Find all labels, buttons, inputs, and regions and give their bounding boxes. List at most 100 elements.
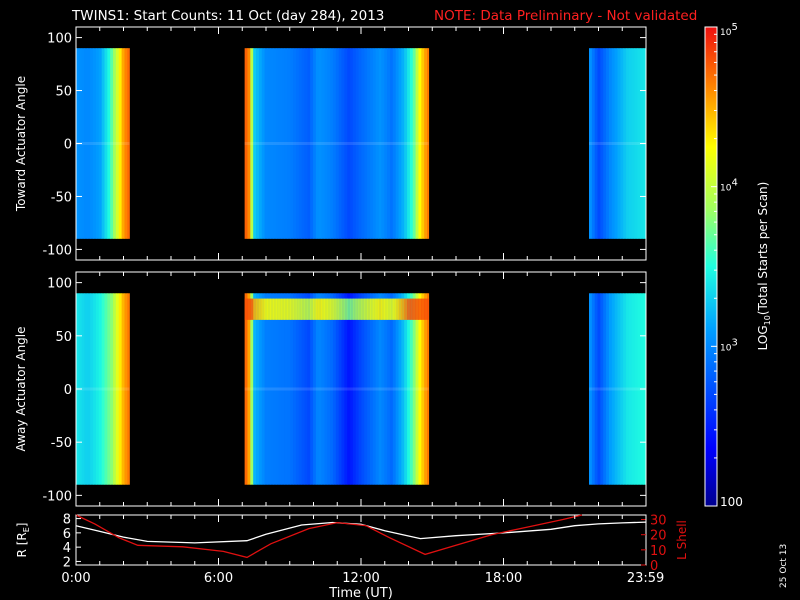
- heatmap-enhanced-band: [384, 298, 388, 320]
- heatmap-column: [427, 293, 430, 485]
- heatmap-column: [98, 293, 103, 485]
- heatmap-enhanced-band: [315, 298, 320, 320]
- heatmap-enhanced-band: [418, 298, 422, 320]
- heatmap-enhanced-band: [250, 298, 254, 320]
- heatmap-column: [637, 48, 641, 239]
- heatmap-enhanced-band: [258, 298, 263, 320]
- heatmap-enhanced-band: [344, 298, 348, 320]
- heatmap-column: [90, 48, 94, 239]
- heatmap-enhanced-band: [295, 298, 300, 320]
- heatmap-column: [93, 293, 97, 485]
- y-tick-label: 100: [47, 32, 72, 47]
- heatmap-column: [626, 48, 630, 239]
- heatmap-enhanced-band: [261, 298, 265, 320]
- heatmap-column: [344, 48, 348, 239]
- heatmap-column: [378, 293, 382, 485]
- heatmap-column: [267, 293, 271, 485]
- date-stamp: 25 Oct 13: [779, 544, 789, 588]
- orbit-x-axis: 0:00 6:00 12:00 18:00 23:59: [61, 515, 664, 586]
- heatmap-enhanced-band: [256, 298, 260, 320]
- heatmap-column: [401, 293, 405, 485]
- heatmap-column: [355, 48, 360, 239]
- toward-y-axis: 100 50 0 -50 -100: [42, 32, 646, 258]
- time-axis-label: Time (UT): [328, 586, 393, 600]
- right-tick-label: 10: [650, 544, 667, 559]
- y-tick-label: -100: [42, 243, 72, 258]
- away-y-axis: 100 50 0 -50 -100: [42, 277, 646, 504]
- heatmap-column: [370, 48, 374, 239]
- heatmap-column: [398, 293, 402, 485]
- heatmap-enhanced-band: [278, 298, 283, 320]
- right-tick-label: 20: [650, 529, 667, 544]
- heatmap-column: [104, 48, 108, 239]
- heatmap-enhanced-band: [367, 298, 371, 320]
- colorbar-tick-label: 100: [720, 495, 743, 509]
- heatmap-column: [395, 293, 399, 485]
- heatmap-column: [381, 48, 385, 239]
- heatmap-column: [424, 293, 428, 485]
- y-tick-label: -100: [42, 489, 72, 504]
- heatmap-column: [98, 48, 103, 239]
- heatmap-zero-angle-strip: [244, 142, 429, 145]
- heatmap-column: [107, 293, 111, 485]
- heatmap-column: [589, 48, 593, 239]
- heatmap-enhanced-band: [253, 298, 257, 320]
- time-tick-label: 12:00: [342, 571, 379, 586]
- heatmap-column: [313, 48, 317, 239]
- heatmap-column: [244, 48, 248, 239]
- orbit-left-y-label: R [RE]: [15, 523, 31, 558]
- heatmap-enhanced-band: [281, 298, 285, 320]
- away-x-ticks: [75, 272, 647, 506]
- heatmap-enhanced-band: [372, 298, 377, 320]
- heatmap-column: [310, 293, 314, 485]
- heatmap-column: [637, 293, 641, 485]
- heatmap-column: [310, 48, 314, 239]
- y-tick-label: 50: [55, 85, 72, 100]
- time-tick-label: 18:00: [485, 571, 522, 586]
- heatmap-column: [84, 293, 88, 485]
- heatmap-column: [244, 293, 248, 485]
- heatmap-enhanced-band: [347, 298, 351, 320]
- heatmap-column: [600, 293, 604, 485]
- heatmap-column: [364, 48, 368, 239]
- colorbar-ticks: 105 104 103 100: [711, 22, 743, 509]
- y-tick-label: 100: [47, 277, 72, 292]
- heatmap-enhanced-band: [301, 298, 305, 320]
- away-y-label: Away Actuator Angle: [14, 326, 28, 451]
- heatmap-enhanced-band: [287, 298, 291, 320]
- heatmap-column: [597, 293, 601, 485]
- toward-y-label: Toward Actuator Angle: [14, 76, 28, 212]
- heatmap-column: [113, 293, 117, 485]
- heatmap-enhanced-band: [404, 298, 408, 320]
- y-tick-label: 0: [64, 383, 72, 398]
- heatmap-column: [256, 48, 260, 239]
- heatmap-column: [631, 293, 635, 485]
- y-tick-label: 50: [55, 330, 72, 345]
- heatmap-column: [118, 48, 122, 239]
- heatmap-column: [284, 48, 288, 239]
- heatmap-column: [87, 48, 91, 239]
- heatmap-enhanced-band: [352, 298, 357, 320]
- heatmap-column: [90, 293, 94, 485]
- heatmap-column: [415, 293, 419, 485]
- heatmap-column: [253, 48, 257, 239]
- heatmap-enhanced-band: [424, 298, 428, 320]
- heatmap-column: [293, 48, 297, 239]
- heatmap-column: [603, 48, 607, 239]
- heatmap-enhanced-band: [298, 298, 303, 320]
- heatmap-column: [628, 293, 633, 485]
- heatmap-column: [264, 293, 268, 485]
- heatmap-column: [352, 293, 357, 485]
- heatmap-column: [421, 293, 425, 485]
- heatmap-enhanced-band: [392, 298, 397, 320]
- heatmap-column: [118, 293, 122, 485]
- heatmap-column: [384, 48, 388, 239]
- heatmap-column: [407, 293, 411, 485]
- heatmap-column: [264, 48, 268, 239]
- heatmap-column: [617, 48, 621, 239]
- heatmap-column: [591, 48, 596, 239]
- heatmap-column: [404, 293, 408, 485]
- y-tick-label: -50: [51, 436, 72, 451]
- heatmap-column: [608, 48, 613, 239]
